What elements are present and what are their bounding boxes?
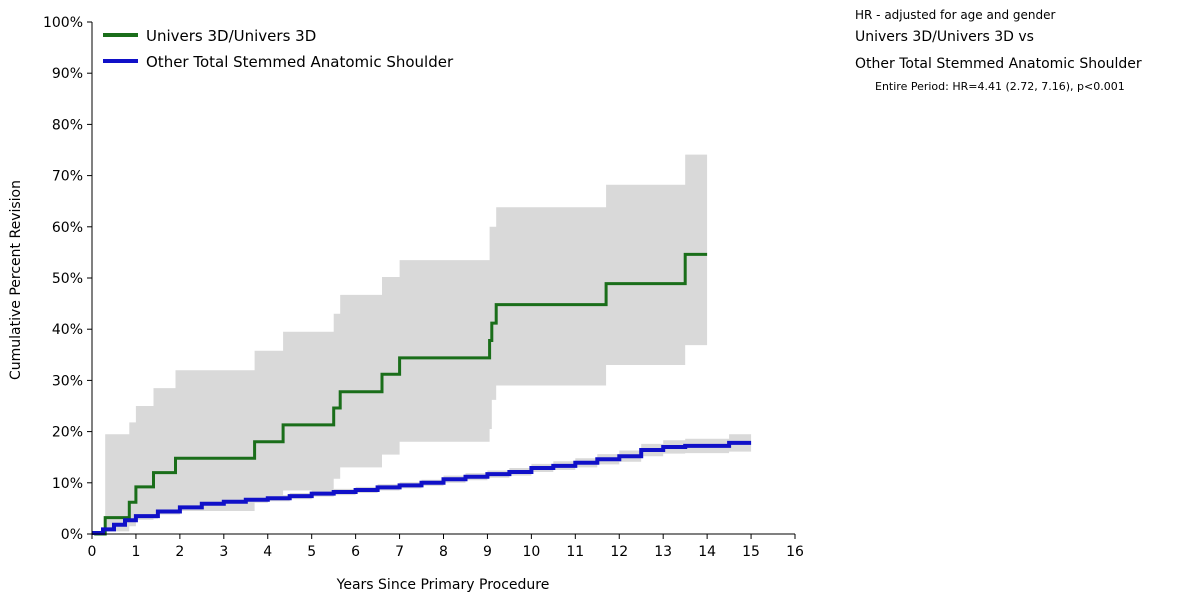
y-tick-label: 80% <box>52 117 83 133</box>
x-tick-label: 11 <box>566 544 584 560</box>
x-tick-label: 1 <box>131 544 140 560</box>
x-tick-label: 15 <box>742 544 760 560</box>
axes <box>87 21 796 539</box>
x-tick-label: 2 <box>175 544 184 560</box>
x-tick-label: 12 <box>610 544 628 560</box>
hazard-ratio-note: HR - adjusted for age and gender Univers… <box>855 9 1185 92</box>
x-tick-label: 3 <box>219 544 228 560</box>
y-tick-label: 10% <box>52 476 83 492</box>
x-tick-label: 8 <box>439 544 448 560</box>
series-lines <box>92 252 752 536</box>
y-tick-label: 100% <box>43 15 83 31</box>
x-tick-label: 4 <box>263 544 272 560</box>
y-tick-label: 30% <box>52 373 83 389</box>
x-axis-title: Years Since Primary Procedure <box>336 577 550 593</box>
y-tick-label: 60% <box>52 220 83 236</box>
confidence-band-0 <box>94 154 708 534</box>
series-line-1 <box>92 440 752 535</box>
hr-comparison-line1: Univers 3D/Univers 3D vs <box>855 29 1034 45</box>
x-tick-label: 7 <box>395 544 404 560</box>
x-tick-label: 16 <box>786 544 804 560</box>
y-axis-title: Cumulative Percent Revision <box>8 180 24 380</box>
y-tick-label: 50% <box>52 271 83 287</box>
x-tick-label: 9 <box>483 544 492 560</box>
y-tick-label: 90% <box>52 66 83 82</box>
x-tick-label: 5 <box>307 544 316 560</box>
x-tick-label: 0 <box>88 544 97 560</box>
tick-labels: 0 1 2 3 4 5 6 7 8 9 10 11 12 13 14 15 160%10%20%30%40%50… <box>43 15 804 560</box>
x-tick-label: 10 <box>522 544 540 560</box>
x-tick-label: 6 <box>351 544 360 560</box>
legend-label-other: Other Total Stemmed Anatomic Shoulder <box>146 53 454 71</box>
hr-period-result: Entire Period: HR=4.41 (2.72, 7.16), p<0… <box>875 80 1125 93</box>
legend: Univers 3D/Univers 3D Other Total Stemme… <box>103 27 454 71</box>
hr-heading: HR - adjusted for age and gender <box>855 8 1056 22</box>
y-tick-label: 70% <box>52 169 83 185</box>
y-tick-label: 40% <box>52 322 83 338</box>
series-line-0 <box>94 252 708 536</box>
legend-label-univers: Univers 3D/Univers 3D <box>146 27 316 45</box>
x-tick-label: 14 <box>698 544 716 560</box>
x-tick-label: 13 <box>654 544 672 560</box>
y-tick-label: 0% <box>61 527 83 543</box>
hr-comparison-line2: Other Total Stemmed Anatomic Shoulder <box>855 56 1142 72</box>
confidence-bands <box>92 154 752 534</box>
cumulative-revision-chart: 0 1 2 3 4 5 6 7 8 9 10 11 12 13 14 15 160%10%20%30%40%50… <box>8 15 804 593</box>
y-tick-label: 20% <box>52 425 83 441</box>
